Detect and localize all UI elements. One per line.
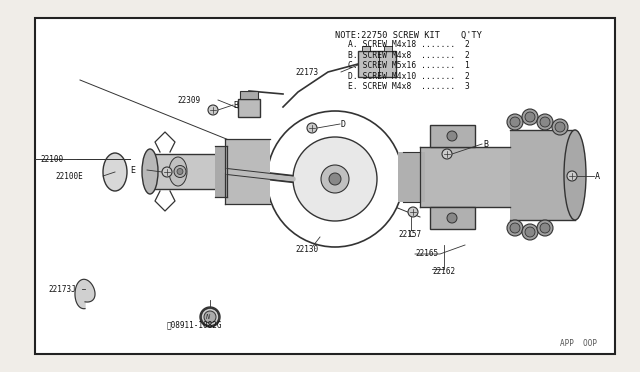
Circle shape [537,114,553,130]
Bar [430,207,475,229]
Circle shape [525,112,535,122]
Text: E: E [130,166,135,174]
Bar [398,152,425,202]
Text: 22309: 22309 [177,96,200,105]
Text: NOTE:22750 SCREW KIT    Q'TY: NOTE:22750 SCREW KIT Q'TY [335,31,482,40]
Circle shape [208,105,218,115]
Bar [362,46,370,51]
Circle shape [540,223,550,233]
Text: D. SCREW M4x10 .......  2: D. SCREW M4x10 ....... 2 [348,71,470,80]
Circle shape [552,119,568,135]
Bar [238,99,260,117]
Text: C. SCREW M5x16 .......  1: C. SCREW M5x16 ....... 1 [348,61,470,70]
Circle shape [447,213,457,223]
Circle shape [307,123,317,133]
Circle shape [442,149,452,159]
Circle shape [408,207,418,217]
Text: 22162: 22162 [432,267,455,276]
Text: B: B [483,140,488,148]
Circle shape [329,173,341,185]
Circle shape [567,171,577,181]
Circle shape [293,137,377,221]
Bar [225,139,270,204]
Circle shape [525,227,535,237]
Bar [510,130,575,220]
Bar [384,46,392,51]
Text: E. SCREW M4x8  .......  3: E. SCREW M4x8 ....... 3 [348,82,470,91]
Text: 22165: 22165 [415,250,438,259]
Circle shape [540,117,550,127]
Circle shape [174,166,186,177]
Text: 22157: 22157 [398,230,421,238]
Bar [358,51,396,77]
Text: ⓝ08911-1082G: ⓝ08911-1082G [167,320,223,329]
Circle shape [507,220,523,236]
Circle shape [537,220,553,236]
Circle shape [204,311,216,323]
Polygon shape [75,279,95,309]
Text: B. SCREW M4x8  .......  2: B. SCREW M4x8 ....... 2 [348,51,470,60]
Text: A: A [595,171,600,180]
Bar [240,91,258,99]
Bar [430,125,475,147]
Bar [150,154,220,189]
Text: D: D [341,119,346,128]
Text: 22130: 22130 [295,246,318,254]
Circle shape [510,223,520,233]
Bar [215,146,227,197]
Text: N: N [205,314,209,320]
Text: APP  OOP: APP OOP [560,339,597,348]
Circle shape [162,167,172,177]
Text: 22173: 22173 [295,67,318,77]
Circle shape [447,131,457,141]
Circle shape [267,111,403,247]
Circle shape [177,169,183,174]
Text: 22100E: 22100E [55,171,83,180]
Circle shape [522,224,538,240]
Circle shape [522,109,538,125]
Circle shape [510,117,520,127]
Bar [295,134,380,224]
Circle shape [507,114,523,130]
Circle shape [555,122,565,132]
Ellipse shape [103,153,127,191]
Bar [420,147,510,207]
Text: 22173J: 22173J [48,285,76,294]
Ellipse shape [169,157,187,186]
Circle shape [200,307,220,327]
Text: B: B [233,100,238,109]
Ellipse shape [564,130,586,220]
Circle shape [321,165,349,193]
Text: C: C [408,230,413,238]
Text: A. SCREW M4x18 .......  2: A. SCREW M4x18 ....... 2 [348,40,470,49]
Text: 22100: 22100 [40,154,63,164]
Ellipse shape [142,149,158,194]
